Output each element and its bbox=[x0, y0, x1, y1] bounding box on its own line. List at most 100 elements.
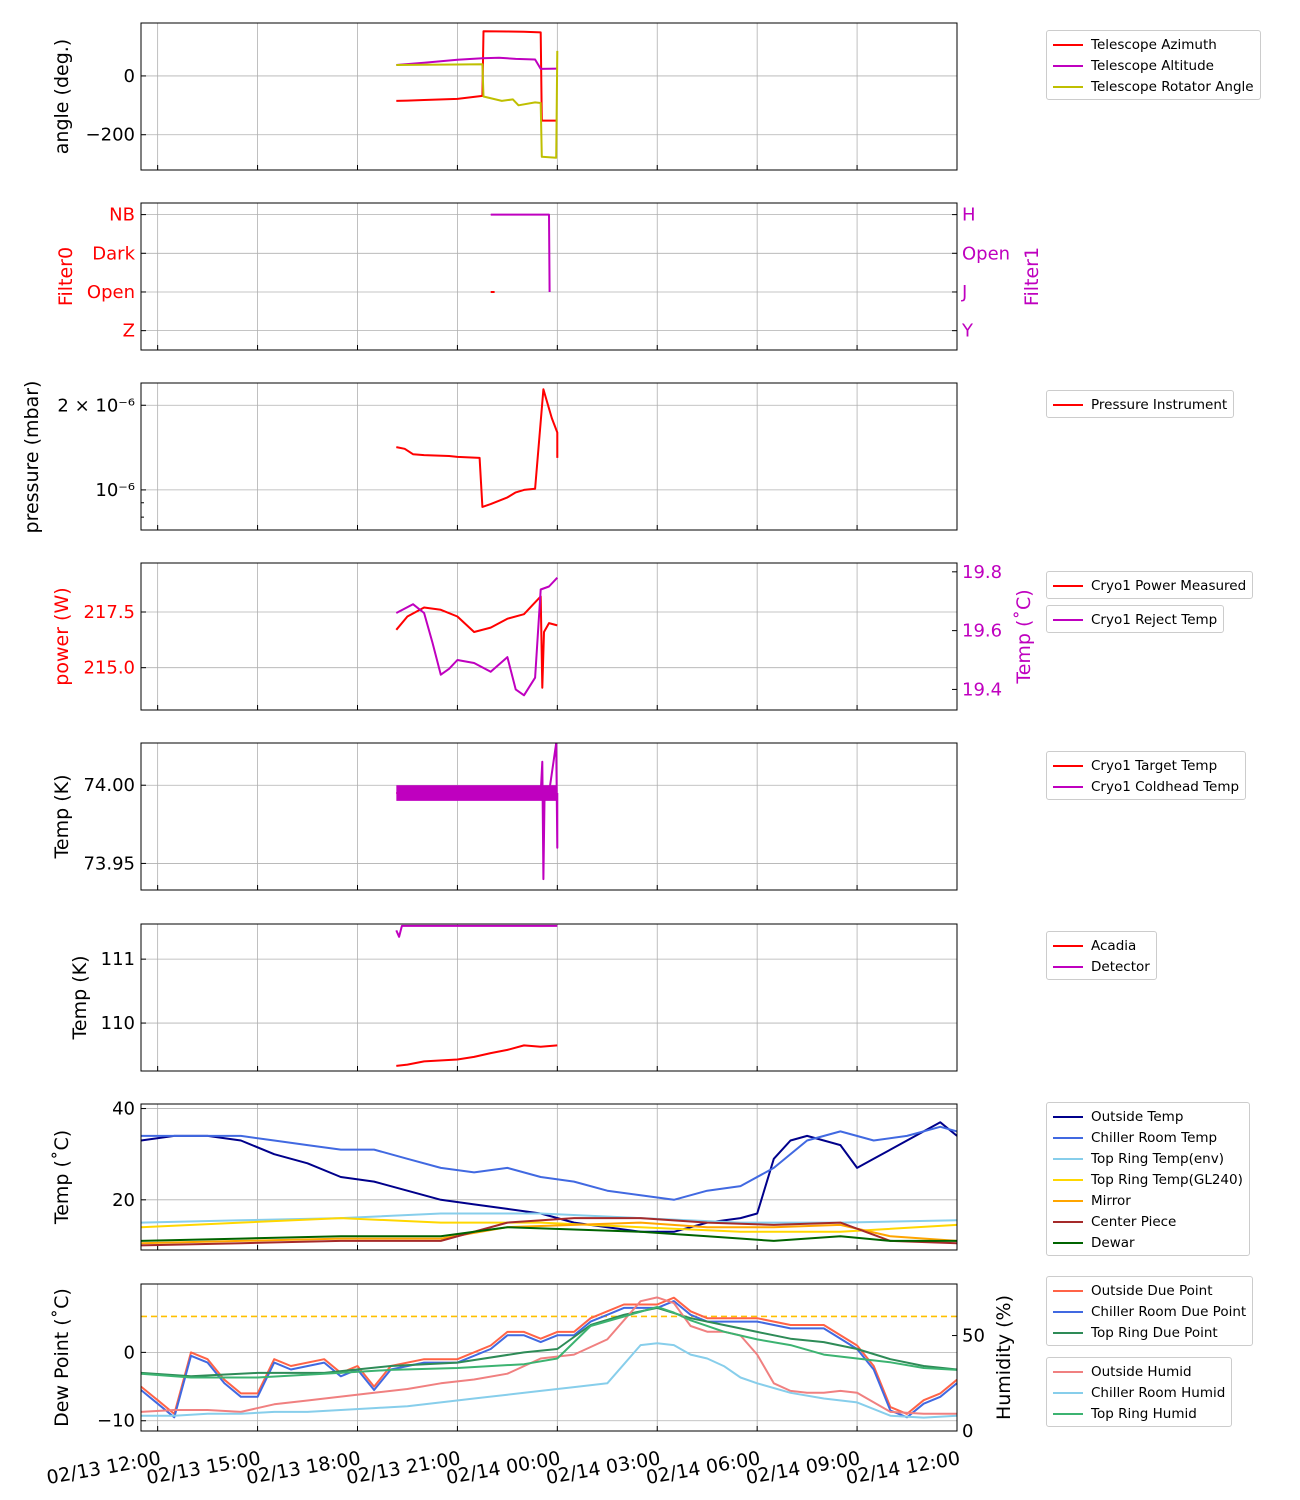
y2-tick-label: J bbox=[961, 282, 967, 303]
series-group-p8 bbox=[141, 1296, 957, 1419]
series-line-p2-1 bbox=[490, 213, 551, 293]
legend-swatch bbox=[1053, 944, 1083, 947]
legend-swatch bbox=[1053, 1241, 1083, 1244]
axes-frame bbox=[140, 1283, 958, 1432]
y-axis-label: power (W) bbox=[51, 587, 73, 685]
series-line-p7-4 bbox=[141, 1221, 957, 1245]
legend-label: Telescope Altitude bbox=[1091, 57, 1214, 74]
legend-label: Telescope Azimuth bbox=[1091, 36, 1217, 53]
legend-swatch bbox=[1053, 1310, 1083, 1313]
legend-label: Outside Temp bbox=[1091, 1108, 1184, 1125]
legend-label: Cryo1 Power Measured bbox=[1091, 577, 1247, 594]
legend-label: Pressure Instrument bbox=[1091, 396, 1228, 413]
legend-entry: Acadia bbox=[1053, 935, 1150, 956]
y2-axis-label: Filter1 bbox=[1021, 247, 1043, 306]
legend-entry: Telescope Rotator Angle bbox=[1053, 76, 1254, 97]
series-group-p5 bbox=[396, 743, 559, 881]
series-line-p1-1 bbox=[396, 56, 558, 70]
legend-label: Top Ring Humid bbox=[1091, 1405, 1197, 1422]
series-line-p8-2 bbox=[141, 1306, 957, 1378]
y-tick-label: Dark bbox=[92, 243, 135, 264]
legend-entry: Cryo1 Target Temp bbox=[1053, 755, 1239, 776]
series-line-p8-0 bbox=[141, 1296, 957, 1415]
y-tick-label: 0 bbox=[124, 1342, 135, 1363]
axes-frame bbox=[140, 1103, 958, 1251]
legend-p8a: Outside Due Point Chiller Room Due Point T… bbox=[1046, 1276, 1254, 1346]
y-tick-label: −10 bbox=[97, 1411, 135, 1432]
axes-frame bbox=[140, 742, 958, 891]
panel-p7: 40 20 Temp (˚C) bbox=[51, 1099, 958, 1251]
legend-swatch bbox=[1053, 1331, 1083, 1334]
series-line-p8-1 bbox=[141, 1300, 957, 1419]
legend-swatch bbox=[1053, 1391, 1083, 1394]
panel-p5: 74.00 73.95 Temp (K) bbox=[51, 742, 958, 891]
legend-entry: Dewar bbox=[1053, 1232, 1243, 1253]
y-tick-label: NB bbox=[109, 205, 135, 226]
y2-tick-label: H bbox=[962, 205, 976, 226]
legend-label: Top Ring Due Point bbox=[1091, 1324, 1218, 1341]
legend-entry: Cryo1 Reject Temp bbox=[1053, 609, 1217, 630]
legend-entry: Chiller Room Humid bbox=[1053, 1382, 1225, 1403]
y2-tick-label: 0 bbox=[962, 1421, 973, 1442]
y-tick-label: Open bbox=[87, 282, 135, 303]
legend-swatch bbox=[1053, 1157, 1083, 1160]
series-line-p8-4 bbox=[141, 1342, 957, 1419]
legend-p7: Outside Temp Chiller Room Temp Top Ring Te… bbox=[1046, 1102, 1250, 1256]
legend-label: Outside Due Point bbox=[1091, 1282, 1213, 1299]
series-group-p1 bbox=[396, 30, 559, 159]
y2-axis-label: Humidity (%) bbox=[993, 1295, 1015, 1420]
y-tick-label: 74.00 bbox=[83, 775, 135, 796]
panel-p3: 2 × 10⁻⁶ 10⁻⁶ bbox=[57, 382, 958, 531]
legend-label: Dewar bbox=[1091, 1234, 1135, 1251]
legend-p1: Telescope Azimuth Telescope Altitude Teles… bbox=[1046, 30, 1261, 100]
y-tick-label: 10⁻⁶ bbox=[95, 480, 135, 501]
legend-swatch bbox=[1053, 64, 1083, 67]
legend-label: Cryo1 Reject Temp bbox=[1091, 611, 1218, 628]
y-tick-label: 111 bbox=[101, 949, 135, 970]
y-tick-label: 215.0 bbox=[83, 658, 135, 679]
y-axis-label: Dew Point (˚C) bbox=[51, 1288, 73, 1427]
y-axis-label: Temp (K) bbox=[69, 956, 91, 1041]
series-group-p7 bbox=[141, 1121, 957, 1247]
legend-p8b: Outside Humid Chiller Room Humid Top Ring … bbox=[1046, 1357, 1233, 1427]
panel-p2: NB Dark Open Z H Open JY Filter0 Filter1 bbox=[55, 202, 1043, 351]
axes-frame bbox=[140, 202, 958, 351]
legend-swatch bbox=[1053, 403, 1083, 406]
axes-frame bbox=[140, 382, 958, 531]
y2-axis-label: Temp (˚C) bbox=[1013, 589, 1035, 684]
y2-tick-label: 50 bbox=[962, 1326, 985, 1347]
legend-entry: Outside Humid bbox=[1053, 1361, 1225, 1382]
legend-swatch bbox=[1053, 1115, 1083, 1118]
y-tick-label: 73.95 bbox=[83, 853, 135, 874]
series-group-p4 bbox=[395, 577, 559, 697]
legend-entry: Pressure Instrument bbox=[1053, 394, 1227, 415]
y-tick-label: 40 bbox=[112, 1099, 135, 1120]
series-line-p4-0 bbox=[395, 595, 558, 689]
legend-label: Top Ring Temp(env) bbox=[1091, 1150, 1224, 1167]
y2-tick-label: 19.6 bbox=[962, 621, 1002, 642]
legend-swatch bbox=[1053, 785, 1083, 788]
legend-swatch bbox=[1053, 1199, 1083, 1202]
legend-swatch bbox=[1053, 43, 1083, 46]
legend-label: Acadia bbox=[1091, 937, 1137, 954]
legend-label: Chiller Room Humid bbox=[1091, 1384, 1226, 1401]
legend-entry: Cryo1 Coldhead Temp bbox=[1053, 776, 1239, 797]
series-line-p1-2 bbox=[396, 50, 559, 159]
panel-p1: 0 −200 angle (deg.) bbox=[51, 22, 958, 171]
y-tick-label: 0 bbox=[124, 66, 135, 87]
series-line-p3-0 bbox=[396, 388, 559, 508]
series-line-p8-5 bbox=[141, 1305, 957, 1379]
y-tick-label: Z bbox=[123, 321, 135, 342]
legend-label: Chiller Room Temp bbox=[1091, 1129, 1218, 1146]
y-axis-label: angle (deg.) bbox=[51, 39, 73, 154]
series-line-p6-0 bbox=[396, 1044, 558, 1067]
legend-entry: Detector bbox=[1053, 956, 1150, 977]
series-line-p8-3 bbox=[141, 1296, 957, 1415]
series-line-p7-6 bbox=[141, 1226, 957, 1242]
y2-tick-label: 19.4 bbox=[962, 679, 1002, 700]
y-tick-label: −200 bbox=[86, 125, 135, 146]
legend-label: Cryo1 Target Temp bbox=[1091, 757, 1218, 774]
legend-p3: Pressure Instrument bbox=[1046, 390, 1235, 418]
series-group-p2 bbox=[490, 213, 551, 293]
legend-label: Center Piece bbox=[1091, 1213, 1177, 1230]
